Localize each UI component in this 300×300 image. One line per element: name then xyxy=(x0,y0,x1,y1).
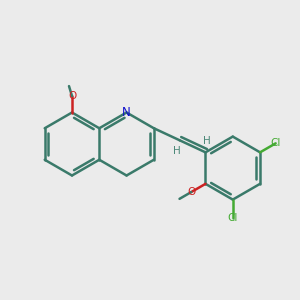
Text: O: O xyxy=(68,91,76,101)
Text: H: H xyxy=(173,146,181,156)
Text: Cl: Cl xyxy=(271,138,281,148)
Text: Cl: Cl xyxy=(228,213,238,223)
Text: N: N xyxy=(122,106,131,119)
Text: H: H xyxy=(203,136,211,146)
Text: O: O xyxy=(187,187,195,197)
